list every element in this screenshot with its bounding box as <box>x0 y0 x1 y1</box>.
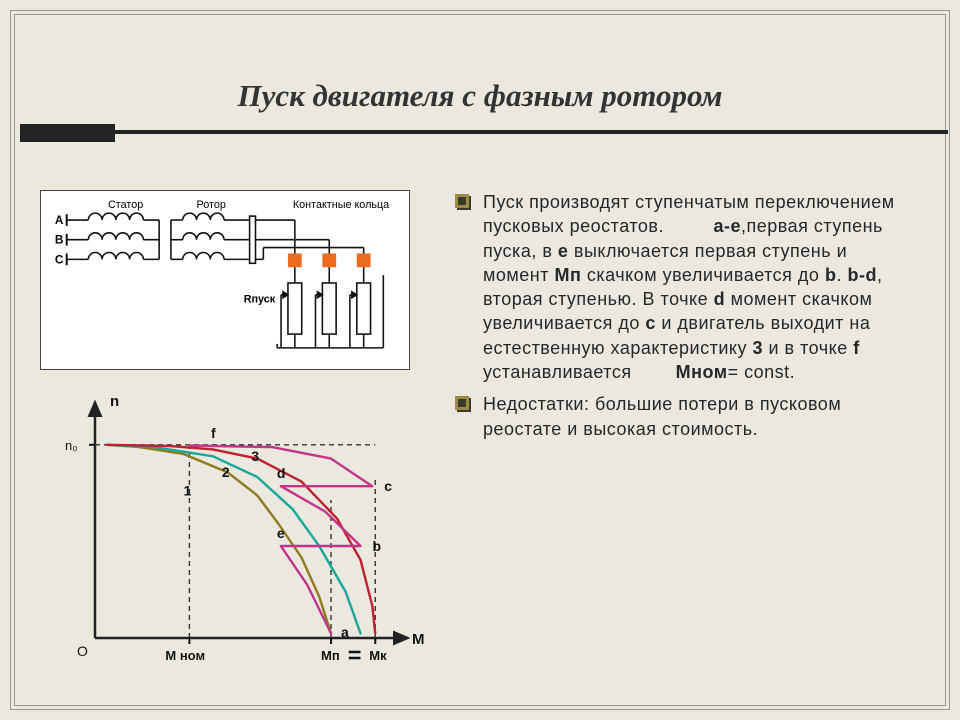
svg-text:n₀: n₀ <box>65 438 78 453</box>
svg-text:a: a <box>341 624 349 640</box>
svg-text:Мк: Мк <box>369 648 387 663</box>
bullet-2: Недостатки: большие потери в пусковом ре… <box>455 392 913 441</box>
svg-text:A: A <box>55 213 64 227</box>
svg-text:n: n <box>110 393 119 410</box>
schematic-svg: Статор Ротор Контактные кольца Rпуск A B… <box>49 195 403 367</box>
svg-text:Rпуск: Rпуск <box>244 294 276 306</box>
svg-text:c: c <box>384 478 392 494</box>
svg-text:e: e <box>277 525 285 541</box>
svg-text:3: 3 <box>251 448 259 464</box>
svg-text:1: 1 <box>184 482 192 498</box>
bullet-1-text: Пуск производят ступенчатым переключение… <box>483 190 913 384</box>
title-rule <box>20 130 948 134</box>
svg-text:f: f <box>211 425 216 441</box>
body-text: Пуск производят ступенчатым переключение… <box>455 190 913 449</box>
left-column: Статор Ротор Контактные кольца Rпуск A B… <box>40 190 430 673</box>
svg-text:d: d <box>277 465 286 481</box>
page-title: Пуск двигателя с фазным ротором <box>0 78 960 114</box>
svg-text:Контактные кольца: Контактные кольца <box>293 199 389 211</box>
bullet-2-text: Недостатки: большие потери в пусковом ре… <box>483 392 913 441</box>
svg-text:2: 2 <box>222 464 230 480</box>
svg-text:Мп: Мп <box>321 648 340 663</box>
schematic-diagram: Статор Ротор Контактные кольца Rпуск A B… <box>40 190 410 370</box>
svg-text:O: O <box>77 643 88 659</box>
svg-text:M: M <box>412 631 425 648</box>
svg-text:b: b <box>373 538 382 554</box>
svg-text:Статор: Статор <box>108 199 143 211</box>
chart-svg: n M On₀ 1 2 3 a b c d e f М ном Мп Мк <box>40 388 430 673</box>
svg-text:C: C <box>55 252 64 266</box>
bullet-icon <box>455 194 473 384</box>
bullet-1: Пуск производят ступенчатым переключение… <box>455 190 913 384</box>
torque-speed-chart: n M On₀ 1 2 3 a b c d e f М ном Мп Мк <box>40 388 430 673</box>
svg-text:Ротор: Ротор <box>197 199 226 211</box>
svg-text:М ном: М ном <box>165 648 205 663</box>
bullet-icon <box>455 396 473 441</box>
svg-text:B: B <box>55 233 64 247</box>
